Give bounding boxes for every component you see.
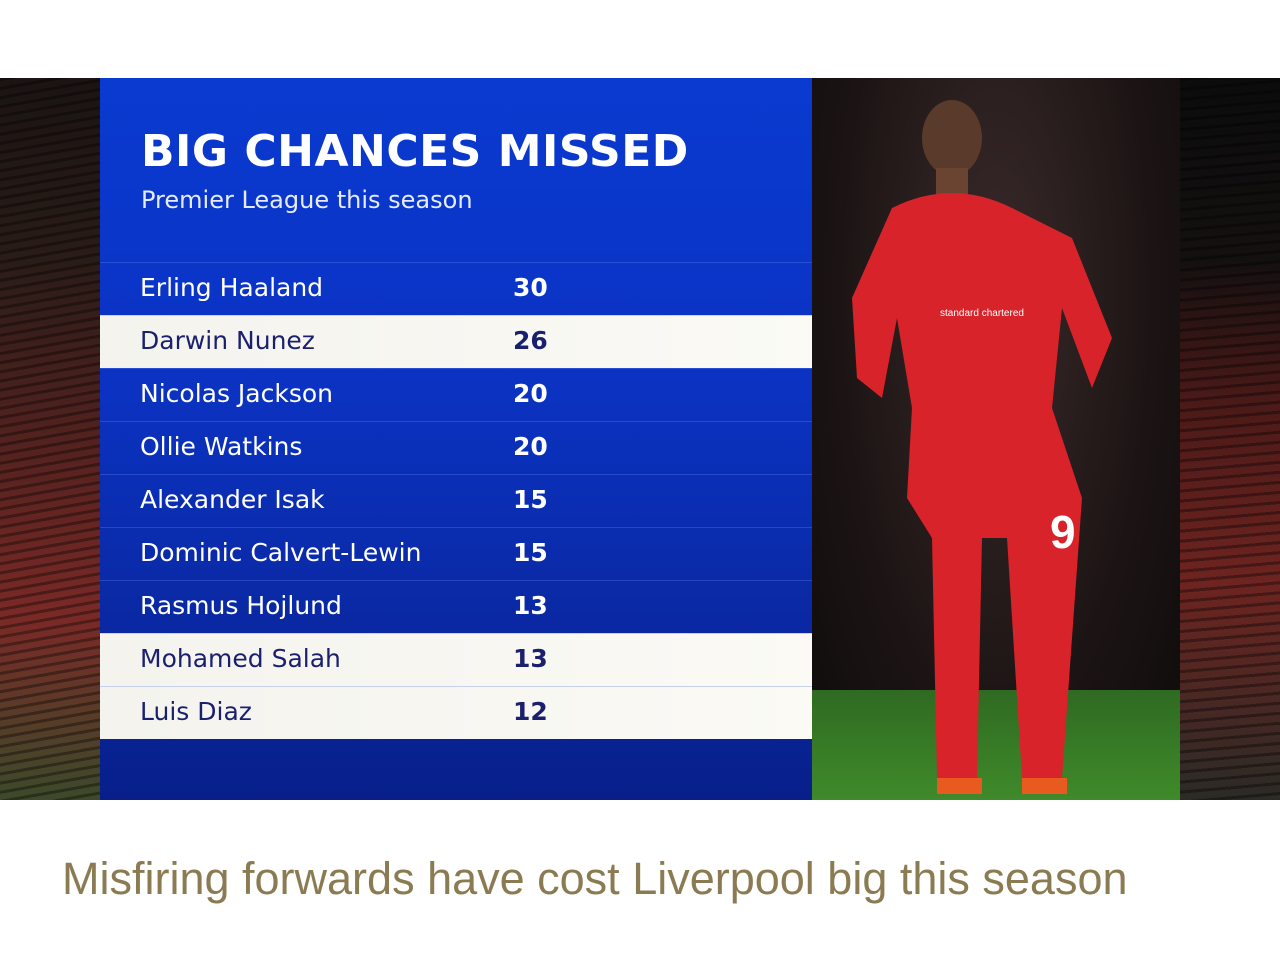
graphic-subtitle: Premier League this season [141,186,473,214]
table-row: Darwin Nunez 26 [100,315,812,368]
player-figure: standard chartered 9 [852,100,1112,794]
table-row: Luis Diaz 12 [100,686,812,739]
table-row: Alexander Isak 15 [100,474,812,527]
table-row: Nicolas Jackson 20 [100,368,812,421]
shirt-number: 9 [1050,506,1076,558]
player-name: Erling Haaland [140,273,324,302]
player-name: Alexander Isak [140,485,325,514]
big-chances-missed-value: 15 [513,538,548,567]
big-chances-missed-value: 15 [513,485,548,514]
stats-table: Erling Haaland 30 Darwin Nunez 26 Nicolas Ja… [100,262,812,739]
graphic-title: BIG CHANCES MISSED [141,126,689,177]
article-image: BIG CHANCES MISSED Premier League this s… [0,78,1280,800]
big-chances-missed-value: 13 [513,644,548,673]
big-chances-missed-value: 26 [513,326,548,355]
player-name: Rasmus Hojlund [140,591,342,620]
stadium-background-left [0,78,100,800]
stats-panel: BIG CHANCES MISSED Premier League this s… [100,78,812,800]
big-chances-missed-value: 13 [513,591,548,620]
table-row: Rasmus Hojlund 13 [100,580,812,633]
pitch-grass [812,690,1180,800]
image-caption: Misfiring forwards have cost Liverpool b… [62,853,1128,904]
player-name: Luis Diaz [140,697,252,726]
stadium-background-right [1180,78,1280,800]
big-chances-missed-value: 12 [513,697,548,726]
big-chances-missed-value: 20 [513,432,548,461]
table-row: Mohamed Salah 13 [100,633,812,686]
player-name: Ollie Watkins [140,432,303,461]
table-row: Dominic Calvert-Lewin 15 [100,527,812,580]
player-name: Nicolas Jackson [140,379,334,408]
player-name: Mohamed Salah [140,644,341,673]
player-name: Dominic Calvert-Lewin [140,538,422,567]
big-chances-missed-value: 30 [513,273,548,302]
table-row: Erling Haaland 30 [100,262,812,315]
table-row: Ollie Watkins 20 [100,421,812,474]
player-photo: standard chartered 9 [812,78,1180,800]
player-name: Darwin Nunez [140,326,315,355]
big-chances-missed-value: 20 [513,379,548,408]
sponsor-logo-text: standard chartered [940,308,1024,319]
